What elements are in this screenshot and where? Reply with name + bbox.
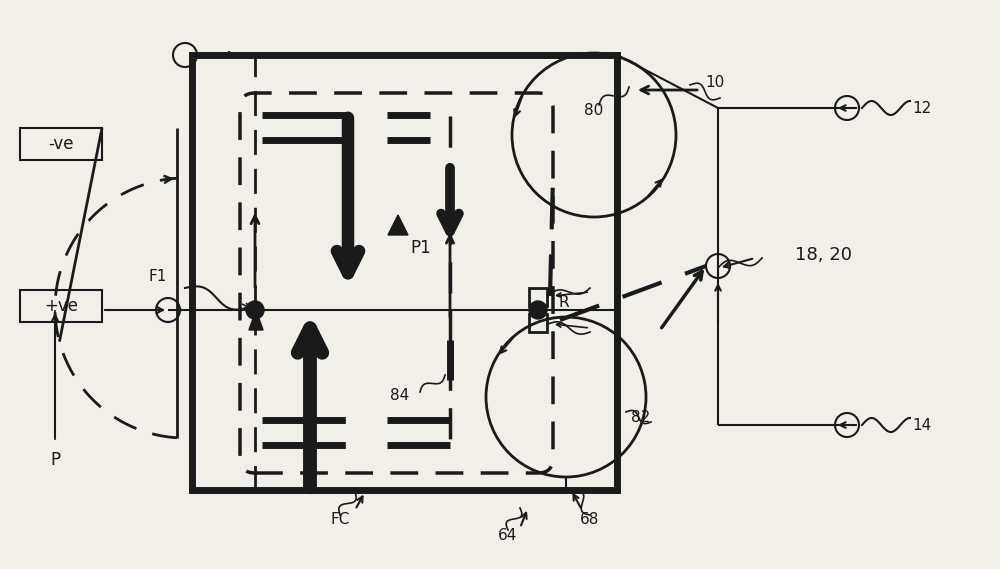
Bar bbox=[192, 55, 617, 490]
Text: 80: 80 bbox=[584, 102, 603, 118]
Text: P: P bbox=[50, 451, 60, 469]
Bar bbox=[529, 314, 547, 332]
Text: 12: 12 bbox=[912, 101, 931, 116]
Polygon shape bbox=[388, 215, 408, 235]
Bar bbox=[529, 288, 547, 306]
Circle shape bbox=[246, 301, 264, 319]
Text: 10: 10 bbox=[705, 75, 724, 89]
Text: 14: 14 bbox=[912, 418, 931, 432]
Text: P1: P1 bbox=[410, 239, 431, 257]
Bar bbox=[20, 128, 102, 160]
Text: 84: 84 bbox=[390, 387, 409, 402]
Text: -ve: -ve bbox=[48, 135, 74, 153]
Text: 64: 64 bbox=[498, 527, 518, 542]
Text: +ve: +ve bbox=[44, 297, 78, 315]
Polygon shape bbox=[249, 310, 263, 330]
Text: 82: 82 bbox=[631, 410, 650, 424]
Bar bbox=[20, 290, 102, 322]
Circle shape bbox=[529, 301, 547, 319]
Text: R: R bbox=[558, 295, 569, 310]
Text: 18, 20: 18, 20 bbox=[795, 246, 852, 264]
Text: F1: F1 bbox=[148, 269, 166, 283]
Text: 68: 68 bbox=[580, 513, 600, 527]
Text: FC: FC bbox=[330, 513, 350, 527]
